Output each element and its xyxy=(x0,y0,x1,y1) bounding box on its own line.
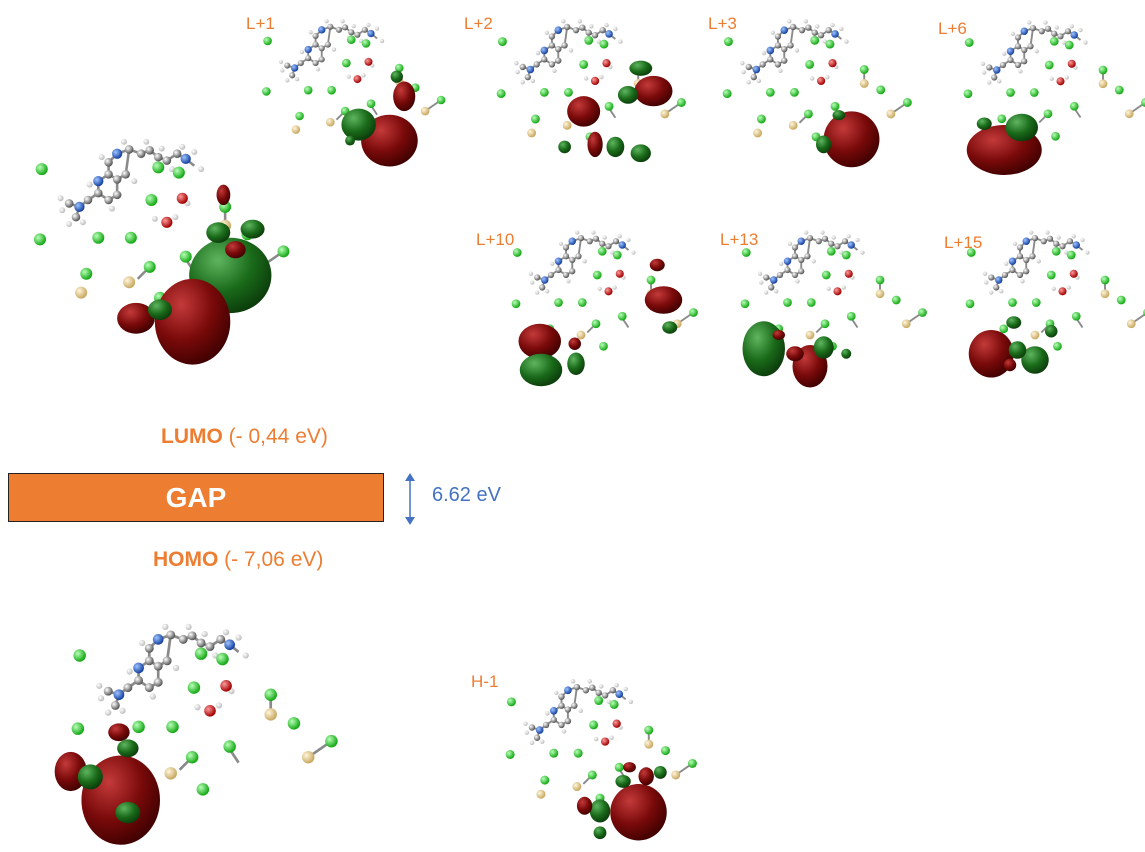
homo-orbital-diagram xyxy=(54,622,340,845)
orbital-l6-diagram xyxy=(962,19,1145,175)
orbital-l15-diagram xyxy=(964,229,1145,378)
orbital-l13-diagram xyxy=(739,229,928,388)
orbital-l2-diagram xyxy=(495,18,687,163)
lumo-lobes xyxy=(117,184,272,365)
lumo-orbital-diagram xyxy=(32,137,291,365)
homo-energy: (- 7,06 eV) xyxy=(224,548,324,571)
homo-label: HOMO (- 7,06 eV) xyxy=(153,548,323,572)
label-h1: H-1 xyxy=(471,672,499,691)
gap-box: GAP xyxy=(8,473,384,522)
orbital-l3-diagram xyxy=(721,18,913,168)
label-l2: L+2 xyxy=(464,14,493,33)
orbital-h1-diagram xyxy=(504,678,698,841)
homo-name: HOMO xyxy=(153,548,219,571)
lumo-energy: (- 0,44 eV) xyxy=(228,425,328,448)
orbital-l1-diagram xyxy=(261,18,447,167)
gap-value: 6.62 eV xyxy=(432,484,501,506)
label-l1: L+1 xyxy=(246,14,275,33)
gap-double-arrow-icon xyxy=(405,473,415,525)
label-l10: L+10 xyxy=(476,230,515,249)
orbital-l10-diagram xyxy=(510,229,699,387)
lumo-label: LUMO (- 0,44 eV) xyxy=(161,425,328,449)
label-l15: L+15 xyxy=(944,233,983,252)
label-l3: L+3 xyxy=(708,14,737,33)
lumo-name: LUMO xyxy=(161,425,223,448)
label-l6: L+6 xyxy=(938,19,967,38)
label-l13: L+13 xyxy=(720,230,759,249)
gap-label: GAP xyxy=(165,481,227,513)
